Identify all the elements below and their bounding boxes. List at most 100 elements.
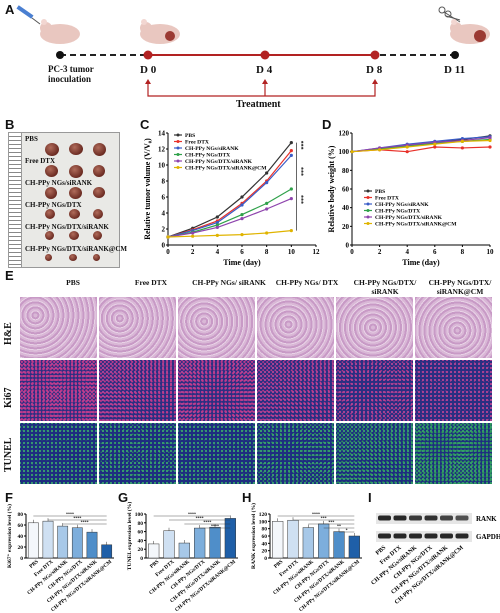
band-label: RANK — [476, 515, 497, 523]
legend-marker — [366, 222, 370, 225]
series-line — [167, 230, 292, 238]
y-tick-label: 120 — [259, 512, 268, 518]
legend-entry: CH-PPy NGs/siRANK — [375, 202, 429, 208]
blot-band — [393, 515, 407, 521]
data-point — [265, 231, 269, 235]
legend-marker — [176, 146, 180, 150]
data-point — [215, 225, 219, 229]
legend-marker — [366, 215, 370, 219]
category-label: PBS — [273, 559, 284, 570]
data-point — [215, 223, 219, 227]
bar — [148, 543, 160, 559]
y-tick-label: 80 — [138, 521, 144, 527]
y-tick-label: 40 — [262, 541, 268, 547]
data-point — [289, 197, 293, 201]
bar — [224, 518, 236, 559]
category-label: PBS — [149, 559, 160, 570]
legend-entry: CH-PPy NGs/DTX/siRANK — [375, 215, 443, 221]
significance-marker: **** — [73, 516, 81, 521]
y-tick-label: 4 — [162, 210, 166, 218]
legend-entry: CH-PPy NGs/DTX/siRANK@CM — [185, 166, 267, 172]
data-point — [289, 141, 293, 145]
y-tick-label: 10 — [158, 162, 166, 170]
histology-tile — [415, 360, 492, 421]
significance-marker: *** — [297, 195, 303, 204]
x-tick-label: 0 — [350, 248, 354, 256]
significance-marker: **** — [188, 512, 196, 517]
blot-band — [455, 515, 469, 521]
data-point — [289, 229, 293, 233]
data-point — [240, 217, 244, 221]
timeline-point — [451, 51, 459, 59]
column-header: Free DTX — [134, 278, 168, 287]
panel-label-d: D — [322, 117, 332, 132]
y-tick-label: 0 — [140, 556, 143, 562]
data-point — [433, 145, 437, 149]
band-label: GAPDH — [476, 533, 500, 541]
y-tick-label: 60 — [342, 186, 350, 194]
data-point — [240, 233, 244, 237]
syringe-icon — [16, 5, 41, 25]
category-label: PBS — [28, 559, 39, 570]
series-line — [167, 154, 292, 238]
series-line — [167, 198, 292, 238]
blot-band — [455, 533, 469, 539]
blot-band — [440, 533, 453, 539]
day-label: D 0 — [140, 64, 157, 76]
significance-marker: *** — [297, 141, 303, 150]
y-axis-label: RANK expression level (%) — [250, 503, 257, 569]
x-axis-label: Time (day) — [223, 258, 261, 267]
group-label: CH-PPy NGs/siRANK — [25, 179, 93, 187]
bar — [42, 520, 54, 559]
y-tick-label: 6 — [162, 194, 166, 202]
histology-tile — [257, 360, 334, 421]
data-point — [405, 145, 409, 149]
panel-label-a: A — [5, 2, 15, 17]
histology-tile — [178, 297, 255, 358]
data-point — [265, 201, 269, 205]
y-tick-label: 100 — [339, 148, 350, 156]
x-tick-label: 10 — [487, 248, 495, 256]
data-point — [378, 148, 382, 152]
bar — [287, 519, 299, 559]
panel-label-i: I — [368, 490, 372, 505]
x-tick-label: 6 — [433, 248, 437, 256]
y-tick-label: 0 — [264, 556, 267, 562]
legend-marker — [366, 202, 370, 206]
x-tick-label: 10 — [288, 248, 296, 256]
data-point — [191, 234, 195, 238]
data-point — [488, 138, 492, 143]
significance-marker: **** — [196, 516, 204, 521]
group-label: PBS — [25, 135, 38, 143]
panel-label-h: H — [242, 490, 252, 505]
day-label: D 8 — [366, 64, 383, 76]
panel-label-b: B — [5, 117, 15, 132]
data-point — [460, 139, 464, 143]
data-point — [433, 142, 437, 146]
y-axis-label: Ki67⁺ expression level (%) — [6, 504, 13, 568]
series-line — [167, 188, 292, 238]
bar — [27, 522, 39, 559]
group-label: CH-PPy NGs/DTX/siRANK — [25, 223, 109, 231]
y-tick-label: 60 — [138, 530, 144, 536]
timeline-point — [143, 50, 153, 60]
legend-entry: CH-PPy NGs/DTX — [185, 153, 230, 159]
y-tick-label: 8 — [162, 178, 166, 186]
histology-tile — [415, 297, 492, 358]
significance-marker: * — [346, 528, 348, 533]
histology-tile — [257, 423, 334, 484]
mouse-icon — [450, 19, 490, 44]
significance-marker: ** — [337, 524, 341, 529]
legend-marker — [176, 133, 180, 137]
bar — [101, 544, 113, 559]
bar — [318, 523, 330, 559]
histology-tile — [99, 423, 176, 484]
data-point — [166, 235, 170, 239]
y-axis-label: Relative body weight (%) — [327, 145, 336, 232]
legend-marker — [366, 189, 370, 193]
data-point — [240, 195, 244, 199]
series-line — [351, 137, 491, 153]
